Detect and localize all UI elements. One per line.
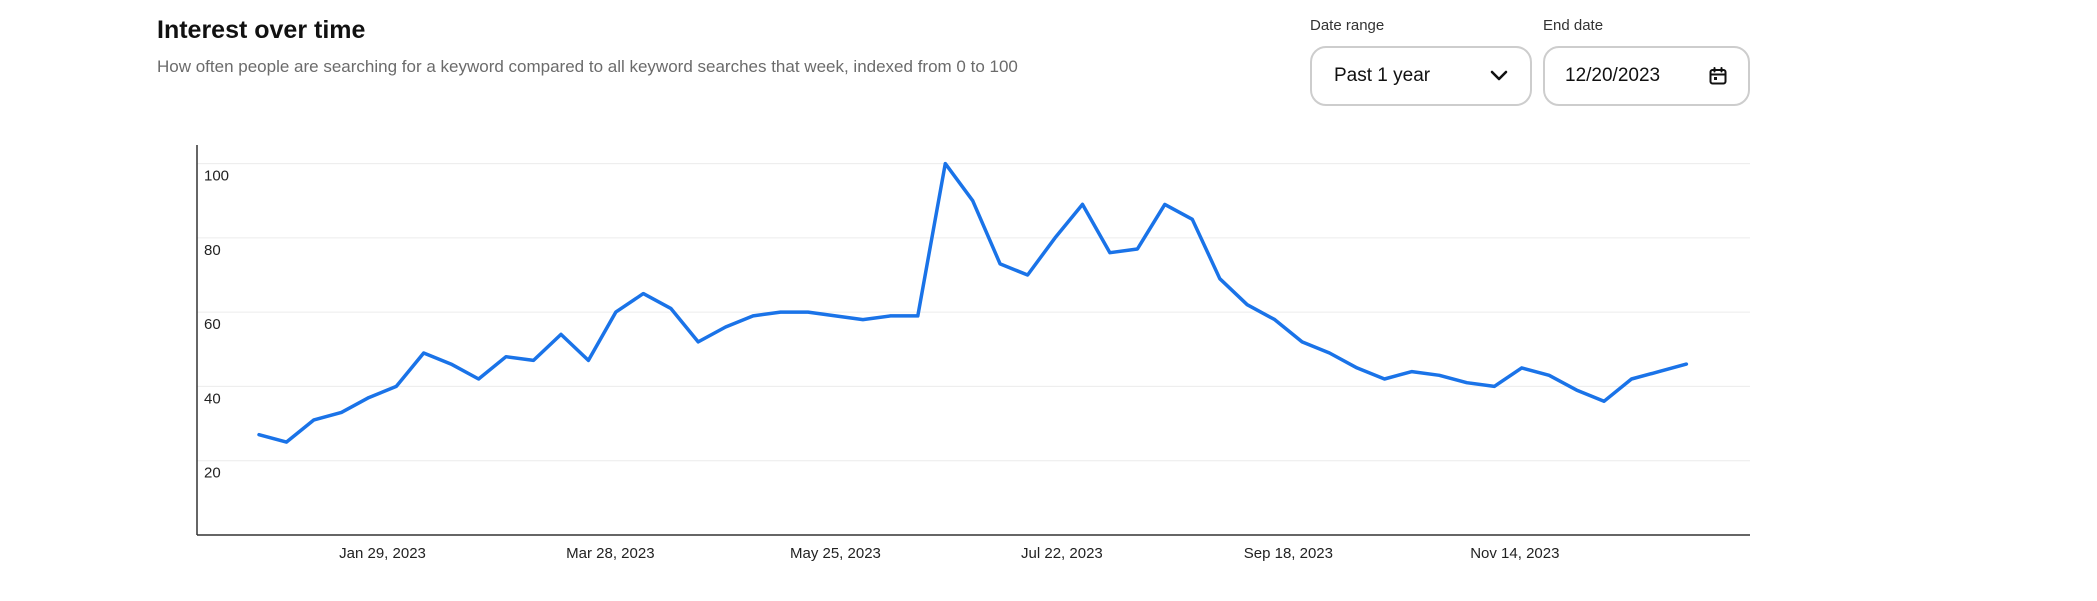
x-tick-label: Sep 18, 2023	[1244, 545, 1333, 562]
x-tick-label: Mar 28, 2023	[566, 545, 654, 562]
y-tick-label: 80	[204, 242, 221, 259]
date-range-value: Past 1 year	[1334, 65, 1431, 86]
y-tick-label: 100	[204, 168, 229, 185]
x-tick-label: Nov 14, 2023	[1470, 545, 1559, 562]
y-tick-label: 40	[204, 390, 221, 407]
y-tick-label: 20	[204, 465, 221, 482]
date-range-select[interactable]: Past 1 year	[1310, 46, 1532, 106]
end-date-label: End date	[1543, 17, 1604, 34]
chevron-down-icon	[1490, 70, 1508, 82]
calendar-icon[interactable]	[1708, 66, 1728, 86]
end-date-input[interactable]: 12/20/2023	[1543, 46, 1750, 106]
series-line	[257, 161, 1689, 444]
end-date-value: 12/20/2023	[1565, 65, 1661, 86]
x-tick-label: Jan 29, 2023	[339, 545, 426, 562]
x-tick-label: Jul 22, 2023	[1021, 545, 1103, 562]
x-tick-label: May 25, 2023	[790, 545, 881, 562]
chart-title: Interest over time	[157, 16, 366, 44]
date-range-label: Date range	[1310, 17, 1385, 34]
chart-subtitle: How often people are searching for a key…	[157, 57, 1018, 76]
y-tick-label: 60	[204, 316, 221, 333]
